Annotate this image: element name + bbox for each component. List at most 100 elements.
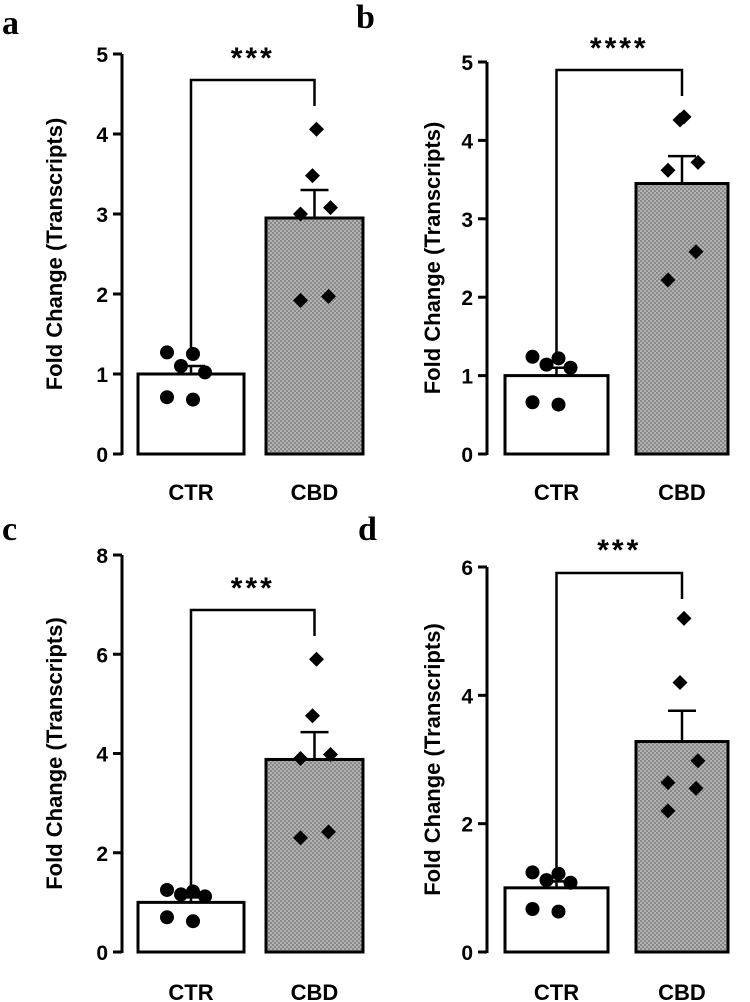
- y-tick-label: 2: [461, 287, 473, 310]
- data-point: [563, 875, 578, 890]
- data-point: [293, 292, 308, 308]
- bar-cbd: [264, 216, 365, 456]
- data-point: [323, 746, 338, 762]
- y-tick-label: 0: [96, 942, 108, 965]
- y-tick-label: 0: [461, 942, 473, 965]
- data-point: [186, 884, 200, 899]
- category-label: CTR: [534, 480, 579, 505]
- category-label: CBD: [291, 480, 339, 505]
- y-tick-label: 2: [96, 843, 108, 866]
- data-point: [323, 200, 338, 216]
- bar-cbd: [634, 182, 730, 456]
- panel-d: d Fold Change (Transcripts) 0 2 4 6 CTR CBD ***: [358, 511, 730, 1002]
- data-point: [525, 902, 540, 917]
- bar-ctr: [136, 372, 246, 456]
- y-tick-label: 1: [96, 364, 108, 387]
- data-point: [160, 390, 174, 405]
- data-point: [563, 360, 578, 375]
- data-point: [660, 803, 676, 819]
- category-label: CTR: [534, 980, 579, 1002]
- data-point: [305, 168, 320, 184]
- y-tick-label: 6: [461, 557, 473, 580]
- data-point: [309, 651, 324, 667]
- data-point: [525, 349, 540, 364]
- bar-ctr: [503, 374, 610, 456]
- category-label: CBD: [658, 480, 706, 505]
- data-point: [186, 347, 200, 361]
- data-point: [198, 889, 212, 904]
- panel-letter: d: [358, 511, 377, 548]
- y-tick-label: 8: [96, 545, 108, 568]
- significance-bracket: [555, 571, 684, 870]
- data-point: [293, 750, 308, 766]
- panel-letter: a: [2, 5, 19, 42]
- data-point: [160, 882, 174, 897]
- data-point: [551, 397, 566, 412]
- significance-bracket: [555, 68, 684, 356]
- significance-label: ***: [231, 42, 275, 75]
- y-axis-label: Fold Change (Transcripts): [42, 118, 67, 391]
- y-tick-label: 2: [461, 814, 473, 837]
- y-tick-label: 1: [461, 366, 473, 389]
- y-tick-label: 4: [461, 685, 473, 708]
- data-point: [672, 675, 688, 690]
- y-tick-label: 3: [96, 204, 108, 227]
- category-label: CBD: [658, 980, 706, 1002]
- data-point: [293, 830, 308, 846]
- significance-label: ***: [231, 572, 275, 605]
- data-point: [305, 708, 320, 724]
- bar-ctr: [503, 886, 610, 954]
- data-point: [690, 154, 706, 170]
- panel-letter: b: [356, 0, 375, 36]
- data-point: [688, 780, 704, 796]
- data-point: [660, 272, 676, 288]
- y-tick-label: 0: [96, 444, 108, 467]
- data-point: [525, 865, 540, 880]
- data-point: [174, 887, 188, 902]
- category-label: CTR: [168, 480, 213, 505]
- bar-cbd: [634, 740, 730, 954]
- data-point: [160, 910, 174, 925]
- panel-b: b Fold Change (Transcripts) 0 1 2 3 4 5 CTR CBD **…: [356, 0, 730, 505]
- y-tick-label: 5: [96, 44, 108, 67]
- data-point: [551, 904, 566, 919]
- data-point: [672, 112, 688, 128]
- y-axis-label: Fold Change (Transcripts): [42, 617, 67, 890]
- data-point: [160, 345, 174, 360]
- data-point: [660, 162, 676, 178]
- data-point: [688, 244, 704, 260]
- data-point: [309, 121, 324, 137]
- y-tick-label: 3: [461, 209, 473, 232]
- panel-letter: c: [2, 511, 17, 548]
- significance-bracket: [189, 608, 316, 886]
- data-point: [186, 914, 200, 929]
- y-tick-label: 5: [461, 52, 473, 75]
- y-tick-label: 2: [96, 284, 108, 307]
- y-tick-label: 4: [461, 130, 473, 153]
- data-point: [690, 753, 706, 769]
- category-label: CBD: [291, 980, 339, 1002]
- panel-a: a Fold Change (Transcripts) 0 1 2 3 4 5 CTR CBD **…: [2, 5, 365, 505]
- data-point: [186, 392, 200, 407]
- y-tick-label: 6: [96, 644, 108, 667]
- category-label: CTR: [168, 980, 213, 1002]
- data-point: [551, 866, 566, 881]
- y-tick-label: 4: [96, 124, 108, 147]
- data-point: [551, 351, 566, 366]
- data-point: [525, 395, 540, 410]
- data-point: [174, 359, 188, 373]
- data-point: [660, 775, 676, 791]
- significance-bracket: [189, 78, 316, 354]
- data-point: [539, 357, 554, 372]
- data-point: [293, 206, 308, 222]
- y-axis-label: Fold Change (Transcripts): [420, 623, 445, 896]
- panel-c: c Fold Change (Transcripts) 0 2 4 6 8 CTR CBD ***: [2, 511, 365, 1002]
- y-tick-label: 4: [96, 744, 108, 767]
- data-point: [539, 873, 554, 888]
- data-point: [198, 365, 212, 380]
- bar-cbd: [264, 757, 365, 954]
- data-point: [676, 610, 692, 626]
- data-point: [321, 824, 336, 840]
- y-tick-label: 0: [461, 444, 473, 467]
